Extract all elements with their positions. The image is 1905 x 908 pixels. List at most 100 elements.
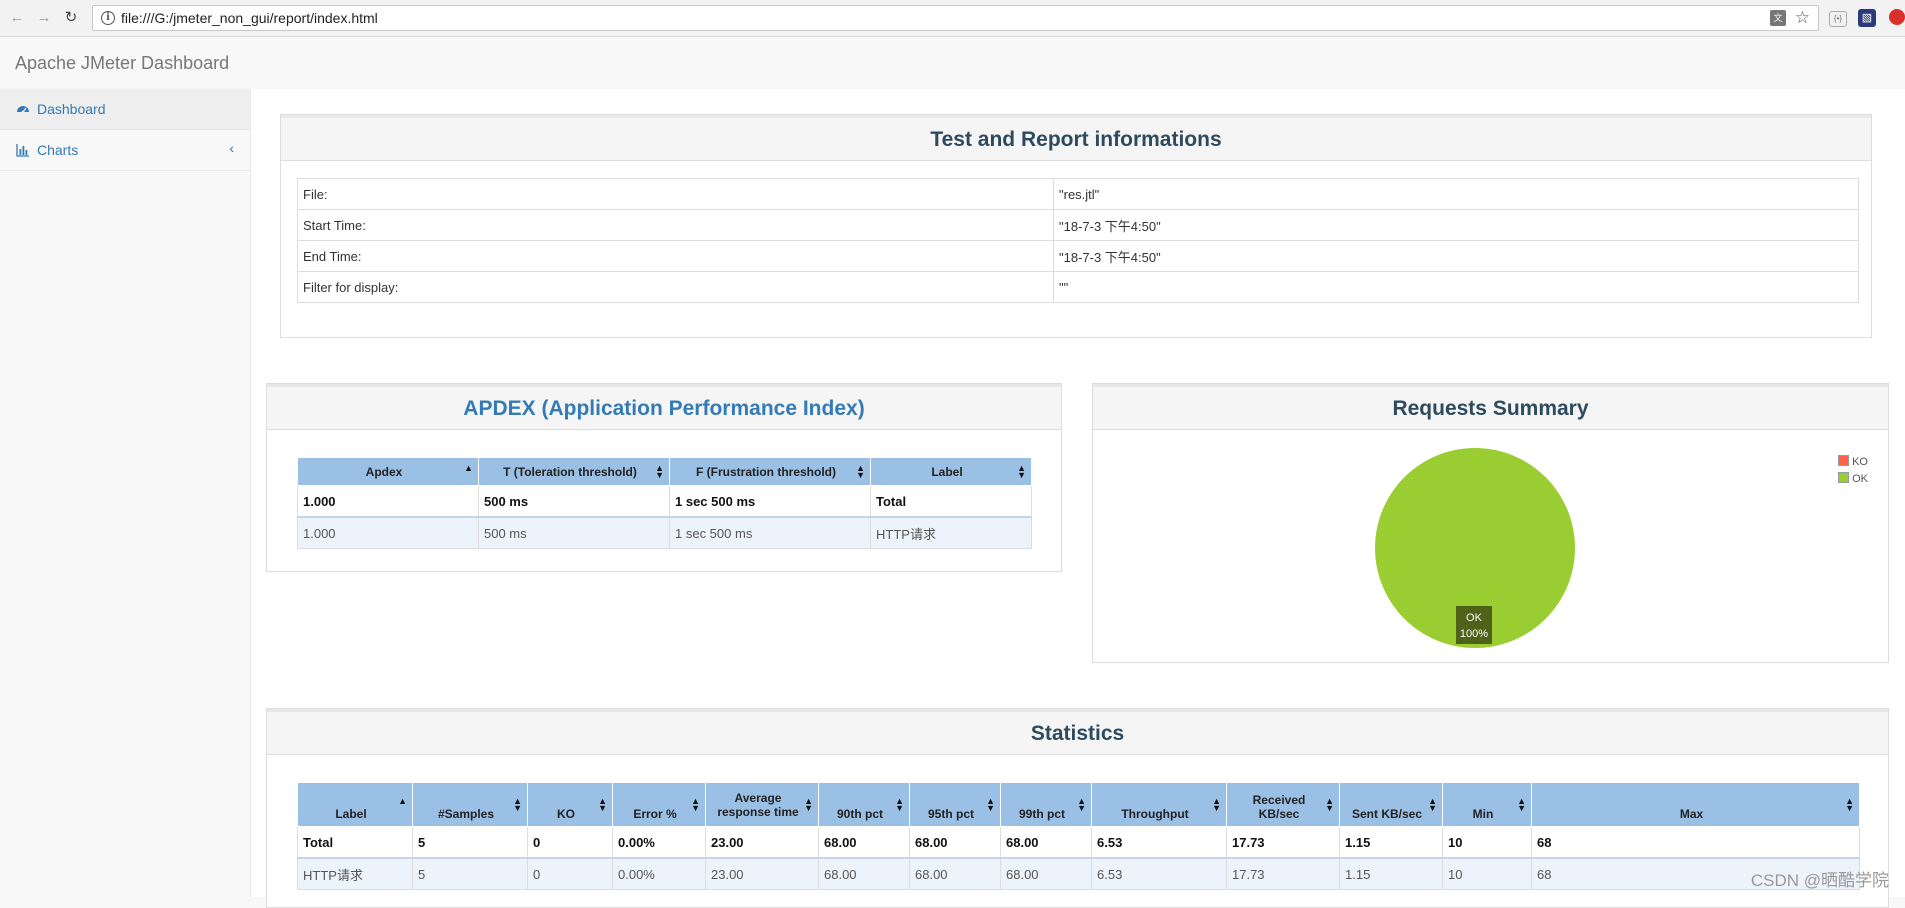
table-cell: HTTP请求: [297, 857, 413, 890]
sidebar-item-label: Charts: [37, 142, 79, 158]
apdex-col-label[interactable]: Label ▲ ▼: [870, 457, 1032, 486]
info-key: Start Time:: [297, 209, 1054, 241]
info-row: File: "res.jtl": [297, 178, 1859, 210]
legend-item-ok[interactable]: OK: [1838, 471, 1868, 488]
sort-icon: ▲ ▼: [1428, 795, 1437, 813]
stats-col-label[interactable]: Label ▲: [297, 782, 413, 827]
back-button[interactable]: ←: [9, 9, 25, 26]
chevron-left-icon[interactable]: ‹: [229, 140, 234, 156]
column-label: Label: [335, 807, 367, 821]
requests-summary-panel: Requests Summary OK 100% KO OK: [1092, 383, 1889, 663]
apdex-col-apdex[interactable]: Apdex ▲: [297, 457, 479, 486]
table-cell: 1.15: [1339, 857, 1443, 890]
table-cell: 17.73: [1226, 857, 1340, 890]
info-key: File:: [297, 178, 1054, 210]
stats-col-90[interactable]: 90th pct ▲ ▼: [818, 782, 910, 827]
legend-swatch: [1838, 455, 1850, 466]
sort-icon: ▲ ▼: [986, 795, 995, 813]
table-cell: 6.53: [1091, 826, 1227, 859]
info-panel-title: Test and Report informations: [281, 115, 1871, 161]
pie-slice-ok[interactable]: [1375, 448, 1575, 648]
table-cell: 1 sec 500 ms: [669, 485, 871, 518]
apdex-col-f[interactable]: F (Frustration threshold) ▲ ▼: [669, 457, 871, 486]
stats-col-ko[interactable]: KO ▲ ▼: [527, 782, 613, 827]
column-label: F (Frustration threshold): [696, 464, 836, 479]
url-text[interactable]: file:///G:/jmeter_non_gui/report/index.h…: [121, 10, 378, 26]
stats-col-95[interactable]: 95th pct ▲ ▼: [909, 782, 1001, 827]
pie-label-box: [1456, 606, 1492, 644]
stats-col-error[interactable]: Error % ▲ ▼: [612, 782, 706, 827]
table-cell: 10: [1442, 826, 1532, 859]
bookmark-star-icon[interactable]: ☆: [1794, 8, 1810, 27]
info-row: End Time: "18-7-3 下午4:50": [297, 240, 1859, 272]
sort-icon: ▲ ▼: [895, 795, 904, 813]
info-value: "res.jtl": [1053, 178, 1859, 210]
column-label: Sent KB/sec: [1351, 807, 1423, 821]
column-label: 90th pct: [836, 807, 883, 821]
extension-book-icon[interactable]: ▧: [1858, 9, 1876, 27]
stats-col-99[interactable]: 99th pct ▲ ▼: [1000, 782, 1092, 827]
table-cell: 500 ms: [478, 485, 670, 518]
table-cell: 1 sec 500 ms: [669, 516, 871, 549]
sort-icon: ▲ ▼: [856, 462, 865, 480]
table-row: Total 5 0 0.00% 23.00 68.00 68.00 68.00 …: [297, 826, 1860, 859]
stats-col-min[interactable]: Min ▲ ▼: [1442, 782, 1532, 827]
table-cell: 5: [412, 857, 528, 890]
stats-col-received[interactable]: Received KB/sec ▲ ▼: [1226, 782, 1340, 827]
info-panel: Test and Report informations File: "res.…: [280, 114, 1872, 338]
table-cell: HTTP请求: [870, 516, 1032, 549]
column-label: Max: [1679, 807, 1704, 821]
legend-item-ko[interactable]: KO: [1838, 454, 1868, 471]
table-cell: 68.00: [1000, 826, 1092, 859]
column-label: 99th pct: [1018, 807, 1065, 821]
info-key: Filter for display:: [297, 271, 1054, 303]
stats-col-samples[interactable]: #Samples ▲ ▼: [412, 782, 528, 827]
column-label: Label: [931, 464, 963, 479]
sort-icon: ▲ ▼: [691, 795, 700, 813]
extension-red-icon[interactable]: [1889, 9, 1905, 25]
address-bar[interactable]: i file:///G:/jmeter_non_gui/report/index…: [92, 5, 1819, 31]
table-cell: 68.00: [909, 857, 1001, 890]
table-cell: 23.00: [705, 857, 819, 890]
table-row: HTTP请求 5 0 0.00% 23.00 68.00 68.00 68.00…: [297, 857, 1860, 890]
dashboard-icon: [17, 106, 29, 114]
stats-col-max[interactable]: Max ▲ ▼: [1531, 782, 1860, 827]
column-label: Received KB/sec: [1252, 793, 1306, 821]
apdex-panel: APDEX (Application Performance Index) Ap…: [266, 383, 1062, 572]
table-cell: 5: [412, 826, 528, 859]
reload-button[interactable]: ↻: [64, 9, 78, 26]
browser-toolbar: ← → ↻ i file:///G:/jmeter_non_gui/report…: [0, 0, 1905, 37]
statistics-title: Statistics: [267, 709, 1888, 755]
table-cell: 0.00%: [612, 826, 706, 859]
stats-col-throughput[interactable]: Throughput ▲ ▼: [1091, 782, 1227, 827]
sort-icon: ▲ ▼: [598, 795, 607, 813]
sidebar-item-dashboard[interactable]: Dashboard: [0, 89, 250, 130]
sort-icon: ▲ ▼: [1845, 795, 1854, 813]
column-label: T (Toleration threshold): [503, 464, 637, 479]
table-cell: 1.000: [297, 516, 479, 549]
pie-label-name: OK: [1466, 612, 1483, 624]
translate-icon[interactable]: 文: [1770, 10, 1786, 26]
stats-col-avg[interactable]: Average response time ▲ ▼: [705, 782, 819, 827]
stats-col-sent[interactable]: Sent KB/sec ▲ ▼: [1339, 782, 1443, 827]
column-label: Min: [1472, 807, 1494, 821]
statistics-panel: Statistics Label ▲ #Samples ▲ ▼ KO ▲ ▼ Error …: [266, 708, 1889, 908]
table-row: 1.000 500 ms 1 sec 500 ms HTTP请求: [297, 516, 1032, 549]
sort-icon: ▲ ▼: [804, 795, 813, 813]
sort-icon: ▲ ▼: [513, 795, 522, 813]
table-cell: 68: [1531, 857, 1860, 890]
info-icon[interactable]: i: [101, 11, 115, 25]
legend-label: KO: [1852, 456, 1868, 468]
info-value: "": [1053, 271, 1859, 303]
table-cell: Total: [870, 485, 1032, 518]
table-cell: 6.53: [1091, 857, 1227, 890]
sidebar-item-charts[interactable]: Charts ‹: [0, 130, 250, 171]
column-label: Apdex: [365, 464, 403, 479]
apdex-col-t[interactable]: T (Toleration threshold) ▲ ▼: [478, 457, 670, 486]
table-cell: 10: [1442, 857, 1532, 890]
extension-icon[interactable]: {•}: [1829, 11, 1847, 27]
table-cell: 500 ms: [478, 516, 670, 549]
forward-button[interactable]: →: [36, 9, 52, 26]
app-title[interactable]: Apache JMeter Dashboard: [15, 53, 230, 73]
table-cell: 68.00: [1000, 857, 1092, 890]
